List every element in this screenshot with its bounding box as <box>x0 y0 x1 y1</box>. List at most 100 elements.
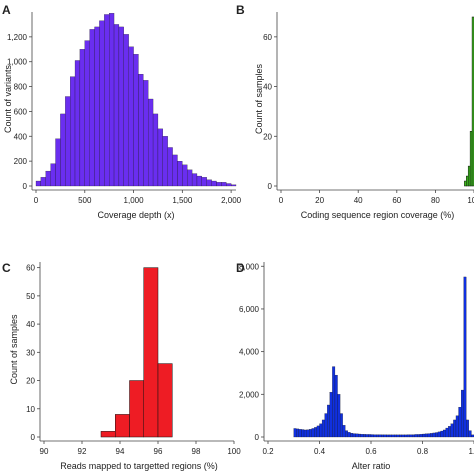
x-tick-label: 0.4 <box>314 447 326 456</box>
bar <box>424 433 428 438</box>
bar <box>440 430 444 438</box>
bar <box>311 428 315 438</box>
y-tick-label: 0 <box>255 433 260 442</box>
x-tick-label: 2,000 <box>221 196 242 205</box>
bar <box>466 175 469 187</box>
bar <box>388 434 392 438</box>
bar <box>94 26 100 187</box>
x-axis-label: Coverage depth (x) <box>97 210 174 220</box>
bar <box>450 423 454 438</box>
x-axis-label: Reads mapped to targetted regions (%) <box>60 461 218 471</box>
y-tick-label: 800 <box>14 83 28 92</box>
bar <box>40 177 46 187</box>
bar <box>365 434 369 438</box>
bar <box>99 20 105 187</box>
x-tick-label: 1,000 <box>124 196 145 205</box>
bar <box>368 434 372 438</box>
bar <box>466 419 469 438</box>
y-axis-label: Count of samples <box>9 314 19 385</box>
bar <box>206 179 212 187</box>
x-tick-label: 1.0 <box>468 447 474 456</box>
panel-c: 90 92 94 96 98 100 0 10 20 30 40 50 60 Reads mapped t… <box>2 261 241 471</box>
bar <box>35 180 42 187</box>
bar <box>386 434 390 438</box>
bar <box>301 429 305 438</box>
bar <box>167 147 173 187</box>
bar <box>70 76 76 187</box>
panel-b: 0 20 40 60 80 100 0 20 40 60 Coding sequence regio… <box>236 3 474 220</box>
bar <box>157 363 173 438</box>
bar <box>55 138 61 187</box>
y-tick-label: 600 <box>14 107 28 116</box>
bar <box>342 425 346 438</box>
y-tick-label: 1,200 <box>7 33 28 42</box>
bar <box>422 433 426 438</box>
x-tick-label: 60 <box>392 196 401 205</box>
bar <box>412 434 415 438</box>
bar <box>211 180 217 187</box>
bar <box>347 432 351 438</box>
bar <box>162 136 168 187</box>
bar <box>332 366 336 438</box>
bar <box>109 13 115 187</box>
bar <box>350 433 354 438</box>
y-tick-label: 20 <box>263 132 272 141</box>
bar <box>432 432 436 438</box>
bar <box>442 429 446 438</box>
bar <box>352 433 356 438</box>
bar <box>79 49 85 187</box>
bar <box>419 434 423 438</box>
y-tick-label: 0 <box>23 182 28 191</box>
x-tick-label: 0.2 <box>262 447 274 456</box>
bar <box>468 430 472 438</box>
bar <box>469 131 473 187</box>
x-tick-label: 80 <box>431 196 440 205</box>
bar <box>435 432 439 438</box>
x-tick-label: 0 <box>279 196 284 205</box>
bar <box>458 406 462 438</box>
bar <box>430 433 433 438</box>
bar <box>296 428 300 438</box>
y-tick-label: 50 <box>26 292 35 301</box>
bar <box>324 413 328 438</box>
bar <box>306 429 310 438</box>
panel-a: 0 500 1,000 1,500 2,000 0 200 400 600 800 1,000 1,2… <box>2 3 242 220</box>
bar <box>363 434 366 438</box>
bar <box>316 425 320 438</box>
bar <box>381 434 384 438</box>
bar <box>84 40 90 187</box>
bar <box>329 392 333 438</box>
x-tick-label: 98 <box>192 447 201 456</box>
y-tick-label: 20 <box>26 377 35 386</box>
bar <box>143 80 149 187</box>
bar <box>89 29 95 187</box>
y-tick-label: 6,000 <box>239 305 260 314</box>
bar <box>187 169 193 187</box>
bar <box>113 24 120 187</box>
x-tick-label: 96 <box>154 447 163 456</box>
y-axis-label: Count of samples <box>254 63 264 134</box>
bar <box>138 74 144 187</box>
y-tick-label: 0 <box>31 433 36 442</box>
bar <box>191 173 198 187</box>
bar <box>396 434 400 438</box>
bar <box>327 404 330 438</box>
bar <box>399 434 403 438</box>
x-tick-label: 90 <box>40 447 49 456</box>
panel-label-a: A <box>2 3 11 17</box>
bar <box>339 413 343 438</box>
bar <box>464 180 467 187</box>
panel-label-b: B <box>236 3 245 17</box>
bar <box>293 428 297 438</box>
bar <box>409 434 413 438</box>
bar <box>448 426 451 438</box>
bar <box>157 128 163 187</box>
y-tick-label: 4,000 <box>239 348 260 357</box>
bar <box>345 430 348 438</box>
y-tick-label: 200 <box>14 157 28 166</box>
y-tick-label: 60 <box>26 264 35 273</box>
panel-label-d: D <box>236 261 245 275</box>
bar <box>201 177 207 187</box>
y-tick-label: 40 <box>26 320 35 329</box>
